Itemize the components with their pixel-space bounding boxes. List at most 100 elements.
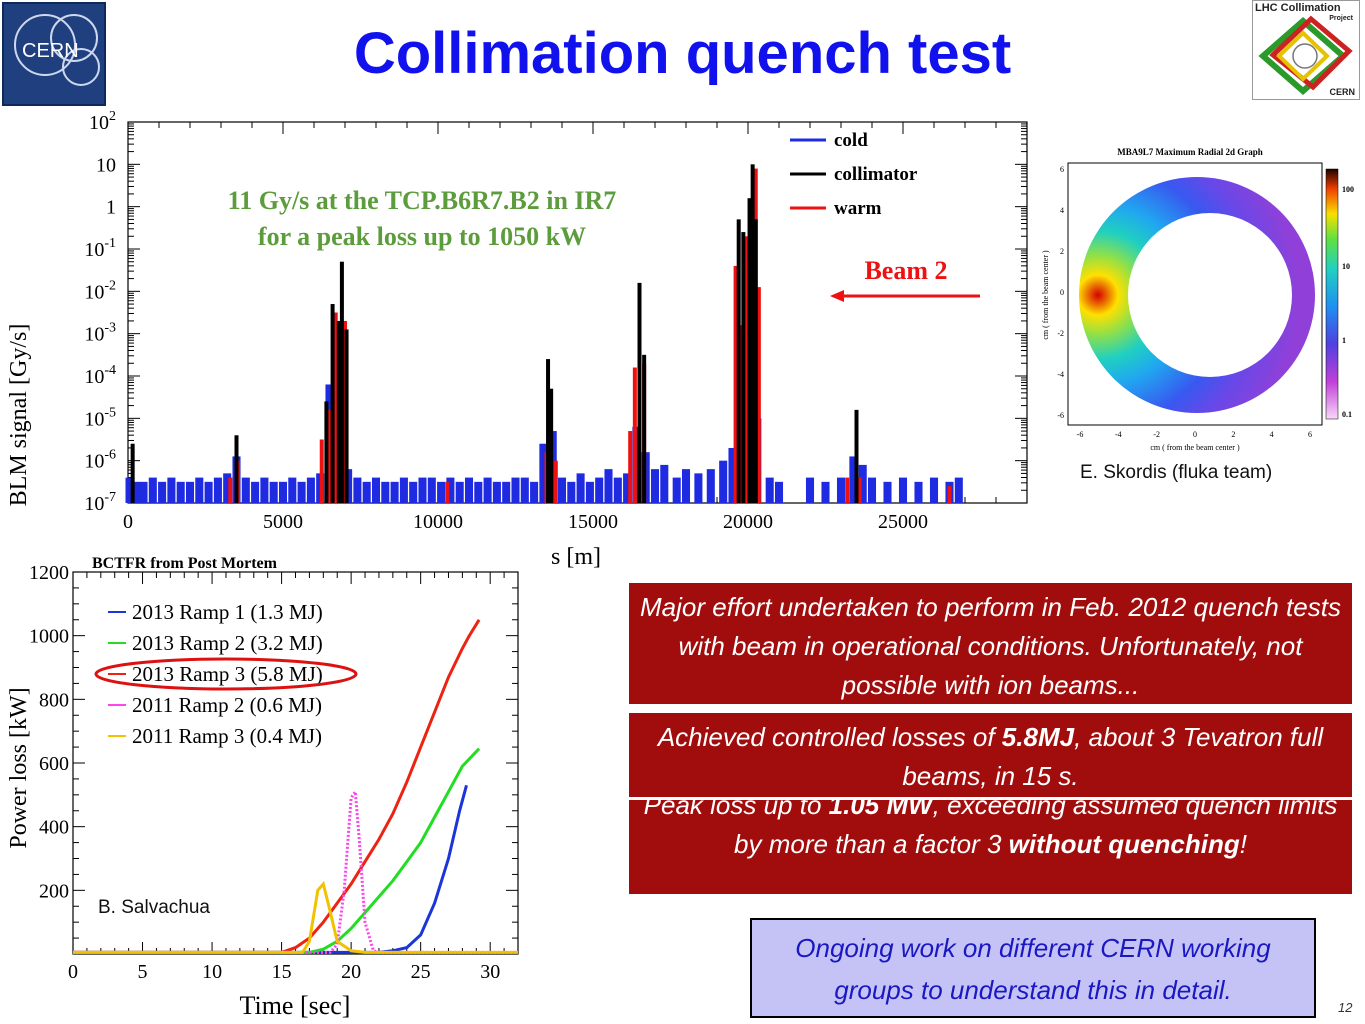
- blm-bar-cold: [390, 481, 399, 503]
- power-line-3: [73, 619, 481, 954]
- blm-y-axis-label: BLM signal [Gy/s]: [6, 324, 32, 507]
- controlled-loss-text-box: Achieved controlled losses of 5.8MJ, abo…: [629, 713, 1352, 800]
- blm-bar-collimator: [234, 435, 239, 503]
- power-x-tick-label: 10: [202, 961, 222, 983]
- blm-bar-collimator: [549, 388, 554, 503]
- power-y-tick-label: 800: [39, 689, 69, 711]
- blm-bar-cold: [567, 481, 576, 503]
- blm-bar-warm: [733, 265, 738, 503]
- ongoing-work-text-box: Ongoing work on different CERN working g…: [750, 918, 1316, 1018]
- fluka-x-ticks: -6 -4 -2 0 2 4 6: [1077, 430, 1312, 439]
- blm-bar-cold: [204, 481, 213, 503]
- blm-bar-warm: [845, 477, 850, 503]
- fluka-x-tick-label: -6: [1077, 430, 1084, 439]
- blm-bar-collimator: [546, 359, 551, 503]
- blm-bar-warm: [333, 312, 338, 503]
- power-x-tick-label: 15: [272, 961, 292, 983]
- blm-x-ticks: 0 5000 10000 15000 20000 25000: [123, 511, 928, 533]
- blm-bar-cold: [660, 464, 669, 503]
- blm-bar-cold: [278, 481, 288, 503]
- power-legend-label: 2013 Ramp 1 (1.3 MJ): [132, 600, 323, 624]
- power-y-ticks: 200 400 600 800 1000 1200: [29, 562, 69, 902]
- blm-bar-warm: [628, 431, 633, 503]
- blm-bar-cold: [427, 477, 436, 503]
- beam-arrow: [830, 290, 980, 302]
- peak-loss-text-e: !: [1239, 829, 1247, 859]
- power-y-axis-label: Power loss [kW]: [6, 687, 32, 848]
- fluka-title: MBA9L7 Maximum Radial 2d Graph: [1117, 147, 1263, 157]
- fluka-x-tick-label: -2: [1153, 430, 1160, 439]
- power-y-tick-label: 200: [39, 880, 69, 902]
- blm-bar-cold: [371, 477, 381, 503]
- blm-bar-collimator: [336, 320, 341, 503]
- blm-bar-cold: [898, 477, 908, 503]
- blm-legend: cold collimator warm: [790, 130, 918, 219]
- blm-bar-cold: [260, 477, 269, 503]
- blm-bar-cold: [613, 477, 622, 503]
- power-chart-title: BCTFR from Post Mortem: [92, 555, 278, 572]
- cern-logo-text: CERN: [22, 40, 79, 62]
- fluka-y-label: cm ( from the beam center ): [1041, 250, 1050, 340]
- blm-annotation-line1: 11 Gy/s at the TCP.B6R7.B2 in IR7: [228, 186, 617, 215]
- power-y-tick-label: 400: [39, 817, 69, 839]
- blm-bar-cold: [604, 469, 613, 503]
- blm-bar-cold: [125, 477, 134, 503]
- blm-bar-cold: [557, 477, 567, 503]
- blm-bar-cold: [530, 481, 539, 503]
- blm-bar-cold: [158, 481, 167, 503]
- power-y-tick-label: 600: [39, 753, 69, 775]
- blm-bar-warm: [228, 477, 233, 503]
- power-line-2: [73, 747, 481, 954]
- lhc-collimation-logo: LHC Collimation Project CERN: [1252, 0, 1360, 100]
- blm-bar-cold: [241, 477, 250, 503]
- blm-bar-cold: [306, 477, 315, 503]
- blm-bar-cold: [650, 469, 660, 503]
- blm-bar-collimator: [637, 282, 642, 503]
- blm-bar-collimator: [741, 232, 746, 504]
- blm-bar-cold: [251, 481, 260, 503]
- blm-bar-cold: [297, 481, 306, 503]
- blm-bar-cold: [805, 477, 815, 503]
- fluka-y-tick-label: 0: [1060, 288, 1064, 297]
- lhc-logo-line3: CERN: [1329, 87, 1355, 97]
- blm-bar-cold: [381, 481, 390, 503]
- controlled-loss-text-c: , about 3 Tevatron full beams, in 15 s.: [902, 722, 1324, 791]
- blm-bar-cold: [719, 460, 728, 503]
- blm-y-tick-label: 10: [96, 154, 116, 176]
- blm-y-tick-label: 102: [89, 109, 116, 134]
- blm-bar-collimator: [750, 164, 755, 504]
- fluka-x-tick-label: -4: [1115, 430, 1122, 439]
- fluka-credit: E. Skordis (fluka team): [1080, 462, 1273, 483]
- blm-bar-cold: [455, 481, 464, 503]
- fluka-y-tick-label: -2: [1057, 329, 1064, 338]
- blm-bar-cold: [883, 481, 892, 503]
- fluka-y-tick-label: 6: [1060, 165, 1064, 174]
- power-x-ticks: 0 5 10 15 20 25 30: [68, 961, 500, 983]
- power-legend-label: 2011 Ramp 3 (0.4 MJ): [132, 724, 322, 748]
- blm-bar-cold: [929, 477, 939, 503]
- blm-bar-cold: [867, 477, 877, 503]
- blm-bar-cold: [353, 477, 362, 503]
- power-lines: [73, 619, 518, 954]
- blm-bar-cold: [399, 477, 408, 503]
- blm-bar-cold: [437, 481, 446, 503]
- blm-bar-cold: [623, 473, 632, 503]
- blm-y-tick-label: 1: [106, 197, 116, 219]
- blm-bar-cold: [585, 481, 594, 503]
- blm-chart: 0 5000 10000 15000 20000 25000 102 10 1 10-1 10-2…: [6, 109, 1028, 570]
- blm-bar-collimator: [747, 198, 752, 503]
- blm-y-ticks: 102 10 1 10-1 10-2 10-3 10-4 10-5 10-6 10-7: [84, 109, 116, 515]
- blm-bar-cold: [694, 473, 703, 503]
- fluka-colorbar-tick-label: 0.1: [1342, 410, 1352, 419]
- blm-y-tick-label: 10-3: [84, 321, 116, 346]
- fluka-y-tick-label: 2: [1060, 247, 1064, 256]
- blm-y-tick-label: 10-6: [84, 448, 116, 473]
- blm-bar-cold: [511, 477, 520, 503]
- blm-bars: [125, 164, 963, 504]
- fluka-colorbar-tick-label: 100: [1342, 185, 1354, 194]
- blm-bar-cold: [821, 481, 830, 503]
- blm-bar-cold: [474, 481, 483, 503]
- blm-bar-warm: [744, 236, 749, 504]
- controlled-loss-text-a: Achieved controlled losses of: [657, 722, 1002, 752]
- lhc-logo-line2: Project: [1329, 15, 1353, 22]
